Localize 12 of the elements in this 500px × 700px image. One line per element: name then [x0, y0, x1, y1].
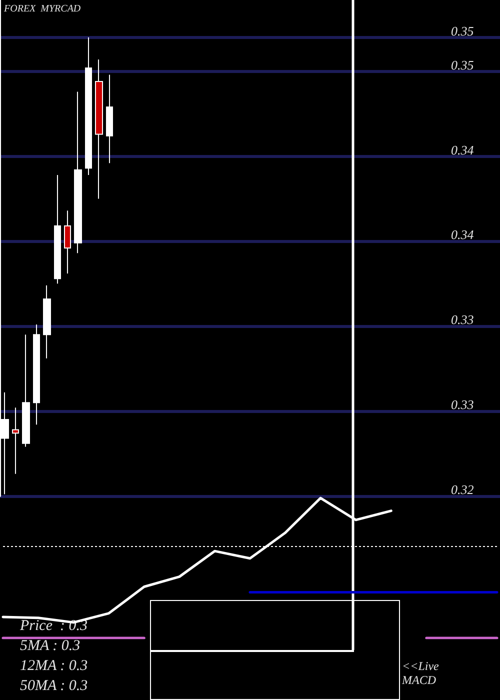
y-tick-label: 0.35 [451, 23, 474, 38]
text: 12MA : 0.3 [20, 658, 88, 674]
y-tick-label: 0.32 [451, 482, 474, 497]
text: <<Live MACD [401, 659, 442, 687]
y-tick-label: 0.33 [451, 397, 474, 412]
y-tick-label: 0.35 [451, 57, 474, 72]
y-tick-label: 0.34 [451, 227, 474, 242]
text: 50MA : 0.3 [20, 678, 88, 694]
chart-title: FOREX MYRCAD [3, 4, 82, 14]
y-tick-label: 0.34 [451, 142, 474, 158]
y-tick-label: 0.33 [451, 312, 474, 328]
annotation: 5MA : 0.3 [20, 638, 80, 654]
